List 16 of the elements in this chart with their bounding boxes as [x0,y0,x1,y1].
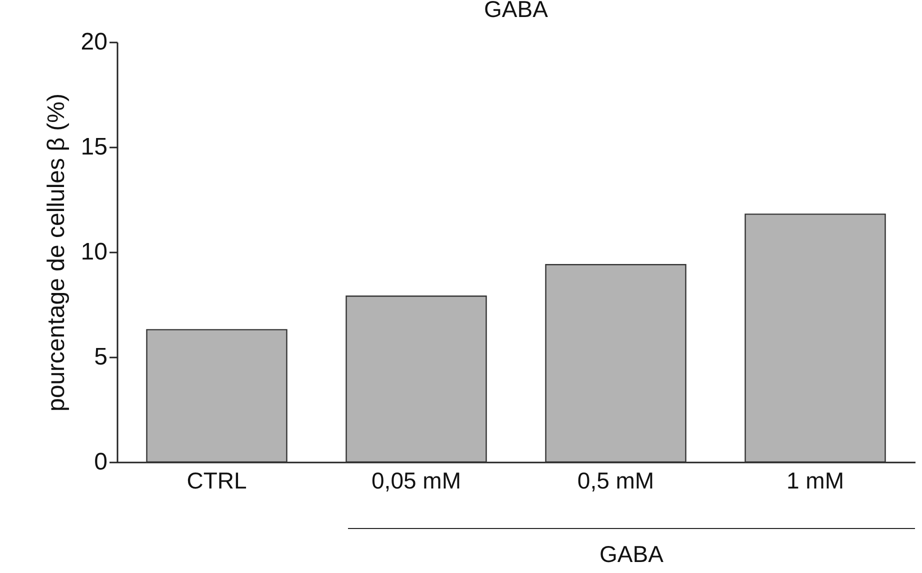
y-tick-label: 15 [80,134,108,160]
y-tick-label: 20 [80,28,108,56]
y-axis-title: pourcentage de cellules β (%) [42,94,70,412]
x-tick-label: 0,05 mM [372,468,461,494]
y-tick-label: 0 [94,448,108,476]
chart-title: GABA [484,0,549,22]
y-tick-label: 5 [94,344,108,370]
bar [744,214,886,463]
text: GABA [598,541,664,568]
x-tick-label: CTRL [186,468,247,494]
bar [545,264,686,463]
y-tick-label: 10 [80,238,108,266]
x-tick-label: 0,5 mM [577,468,654,494]
bar [346,296,487,463]
x-tick-label: 1 mM [786,468,844,494]
bar [146,329,288,463]
